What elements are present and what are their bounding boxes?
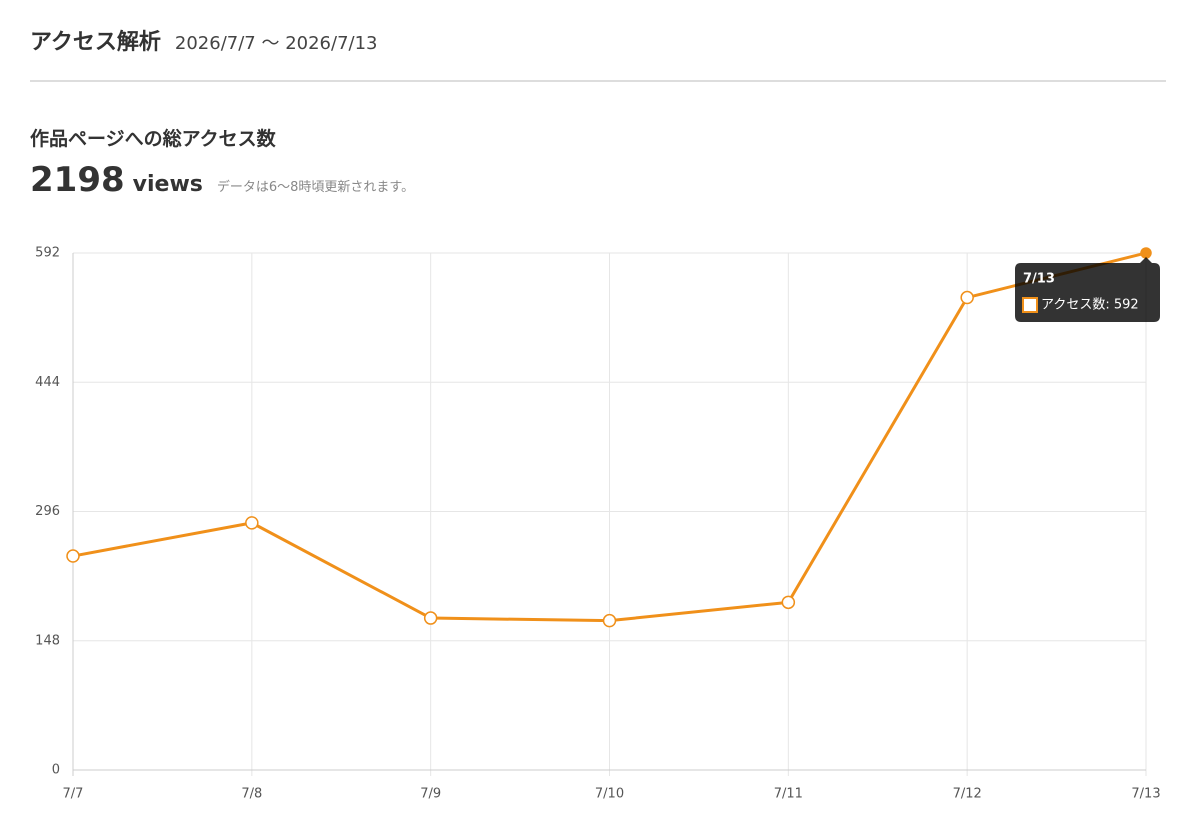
x-tick-label: 7/11 xyxy=(774,787,803,802)
total-value: 2198 xyxy=(30,160,125,200)
x-tick-label: 7/13 xyxy=(1131,787,1160,802)
total-unit: views xyxy=(132,172,203,197)
tooltip-box xyxy=(1015,257,1160,322)
x-tick-label: 7/7 xyxy=(63,787,84,802)
divider xyxy=(30,80,1166,82)
tooltip: 7/13 アクセス数: 592 xyxy=(1015,257,1160,322)
x-tick-label: 7/12 xyxy=(953,787,982,802)
x-tick-label: 7/8 xyxy=(241,787,262,802)
total: 2198 views データは6〜8時頃更新されます。 xyxy=(30,160,414,200)
tooltip-swatch xyxy=(1022,297,1038,313)
y-tick-label: 592 xyxy=(35,246,60,261)
tooltip-title: 7/13 xyxy=(1023,272,1055,287)
data-point xyxy=(423,611,438,625)
data-point xyxy=(781,595,796,610)
tooltip-label: アクセス数: 592 xyxy=(1041,298,1139,313)
data-point xyxy=(245,516,259,530)
period: 2026/7/7 〜 2026/7/13 xyxy=(174,33,378,54)
x-tick-label: 7/9 xyxy=(420,787,441,802)
header: アクセス解析 2026/7/7 〜 2026/7/13 xyxy=(30,24,378,56)
page-title: アクセス解析 xyxy=(30,30,161,55)
y-tick-label: 296 xyxy=(35,504,60,519)
update-note: データは6〜8時頃更新されます。 xyxy=(216,180,415,195)
x-tick-label: 7/10 xyxy=(595,787,624,802)
data-point xyxy=(960,290,974,305)
data-point xyxy=(1140,247,1152,259)
data-point xyxy=(602,613,617,628)
y-tick-label: 148 xyxy=(35,633,60,648)
y-tick-label: 0 xyxy=(52,763,60,778)
section-title: 作品ページへの総アクセス数 xyxy=(30,128,276,150)
y-tick-label: 444 xyxy=(35,375,60,390)
data-point xyxy=(66,549,80,563)
